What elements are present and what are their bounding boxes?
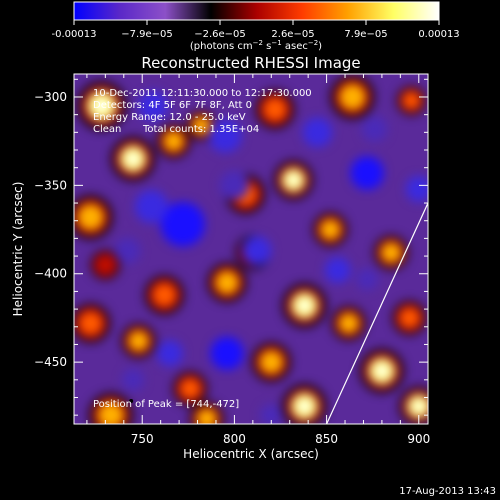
solar-limb-line	[326, 202, 428, 424]
unit-part-2: s	[263, 41, 271, 52]
plot-frame	[73, 73, 429, 425]
heatmap-blob	[263, 97, 287, 122]
annotation-detectors: Detectors: 4F 5F 6F 7F 8F, Att 0	[93, 100, 252, 111]
unit-part-1: −2	[253, 39, 263, 47]
heatmap-blob	[259, 350, 284, 374]
heatmap-blob	[208, 119, 242, 153]
peak-marker	[129, 399, 134, 404]
heatmap-blob	[163, 130, 184, 152]
heatmap-blob	[399, 307, 420, 329]
x-tick-label: 850	[315, 432, 338, 446]
heatmap-blob	[78, 311, 103, 336]
annotation-total-counts: Total counts: 1.35E+04	[142, 124, 259, 135]
colorbar-ticks: -0.00013 −7.9e−05 −2.6e−05 2.6e−05 7.9e−05 0.…	[52, 20, 460, 40]
heatmap-blob	[77, 203, 104, 231]
heatmap-blob	[350, 156, 384, 190]
heatmap-blob-core	[288, 174, 299, 186]
heatmap-blob-core	[298, 299, 311, 312]
heatmap-blob	[319, 219, 341, 240]
unit-part-0: (photons cm	[190, 41, 253, 52]
heatmap-blob	[160, 202, 205, 247]
annotation-block: 10-Dec-2011 12:11:30.000 to 12:17:30.000…	[93, 88, 312, 410]
unit-part-5: −2	[308, 39, 318, 47]
footer-timestamp: 17-Aug-2013 13:43	[399, 486, 496, 497]
heatmap-blob	[128, 330, 149, 352]
heatmap-blob	[241, 236, 272, 266]
y-tick-label: −450	[34, 355, 67, 369]
heatmap-blob	[338, 312, 360, 334]
colorbar-tick-label: −7.9e−05	[121, 29, 173, 40]
heatmap-blob	[114, 237, 141, 264]
heatmap-blob-core	[376, 365, 388, 377]
y-tick-label: −400	[34, 267, 67, 281]
x-axis: 750 800 850 900	[86, 74, 430, 446]
unit-part-4: asec	[282, 41, 308, 52]
heatmap-blob	[339, 83, 366, 111]
annotation-method: Clean	[93, 124, 121, 135]
y-axis-label: Heliocentric Y (arcsec)	[11, 182, 25, 317]
colorbar-tick-label: 7.9e−05	[344, 29, 387, 40]
x-tick-label: 750	[131, 432, 154, 446]
heatmap-blob	[219, 170, 250, 201]
heatmap-blob	[260, 404, 283, 424]
heatmap-blob	[302, 117, 333, 148]
heatmap-blob	[179, 378, 201, 399]
heatmap-blob	[97, 401, 125, 424]
colorbar	[73, 1, 440, 21]
heatmap-blob	[152, 283, 177, 307]
heatmap-blob	[192, 116, 211, 135]
heatmap-blob	[196, 408, 218, 424]
colorbar-tick-label: 2.6e−05	[271, 29, 314, 40]
colorbar-tick-label: −2.6e−05	[194, 29, 246, 40]
heatmap-blob	[215, 270, 239, 295]
peak-position-label: Position of Peak = [744,-472]	[93, 399, 239, 410]
x-tick-label: 800	[223, 432, 246, 446]
colorbar-unit-label: (photons cm−2 s−1 asec−2)	[190, 39, 322, 52]
heatmap-blob	[324, 257, 351, 284]
colorbar-tick-label: 0.00013	[418, 29, 459, 40]
unit-part-6: )	[318, 41, 322, 52]
x-axis-label: Heliocentric X (arcsec)	[183, 447, 319, 461]
plot-area	[74, 74, 428, 424]
annotation-energy: Energy Range: 12.0 - 25.0 keV	[93, 112, 246, 123]
heatmap-blob-core	[298, 400, 311, 413]
heatmap-blob	[138, 91, 169, 121]
unit-part-3: −1	[271, 39, 281, 47]
heatmap-blob-core	[95, 99, 109, 113]
heatmap-blob	[121, 368, 145, 391]
heatmap-blob	[405, 175, 428, 202]
heatmap-blob-core	[413, 401, 424, 412]
heatmap-blob	[361, 115, 388, 142]
x-tick-label: 900	[407, 432, 430, 446]
heatmap-blob	[380, 242, 402, 263]
y-axis: −300 −350 −400 −450	[34, 78, 428, 416]
heatmap	[74, 74, 428, 424]
annotation-time-range: 10-Dec-2011 12:11:30.000 to 12:17:30.000	[93, 88, 312, 99]
heatmap-blob-core	[127, 153, 139, 165]
heatmap-blob	[134, 189, 169, 224]
chart-title: Reconstructed RHESSI Image	[141, 54, 360, 72]
y-tick-label: −350	[34, 178, 67, 192]
heatmap-blob	[402, 91, 421, 110]
heatmap-blob	[96, 256, 115, 274]
y-tick-label: −300	[34, 90, 67, 104]
colorbar-tick-label: -0.00013	[52, 29, 97, 40]
heatmap-blob	[356, 267, 379, 291]
heatmap-blob	[156, 340, 183, 367]
heatmap-blob	[210, 336, 244, 370]
